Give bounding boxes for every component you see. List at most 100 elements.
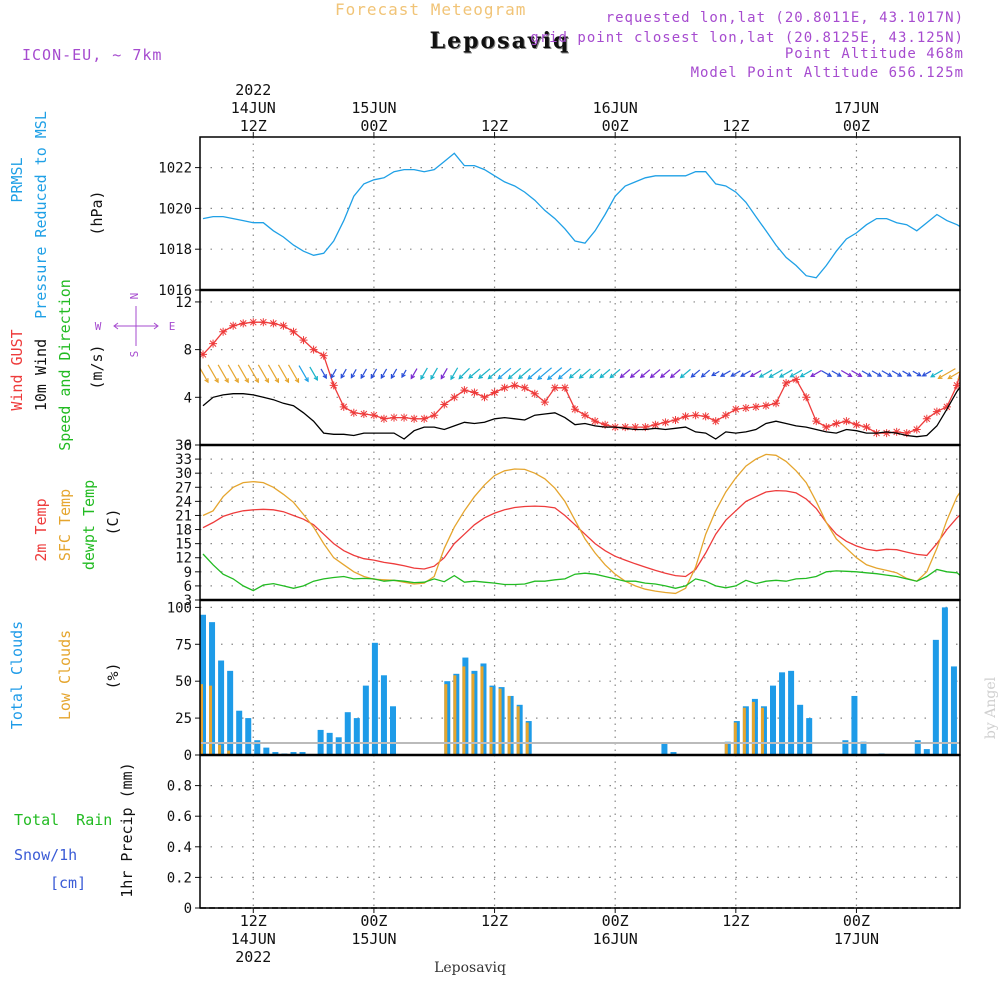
wind-arrow-head xyxy=(380,373,386,380)
total-cloud-bar xyxy=(254,740,261,755)
wind-arrow-head xyxy=(768,373,774,378)
time-label-top: 00Z xyxy=(843,117,870,135)
gust-marker xyxy=(671,415,680,424)
gust-marker xyxy=(420,414,429,423)
y-tick-label: 0 xyxy=(184,901,192,917)
wind-arrow xyxy=(861,370,872,377)
total-cloud-bar xyxy=(842,740,849,755)
total-cloud-bar xyxy=(932,639,939,755)
wind-arrow-head xyxy=(968,375,972,378)
wind-arrow-head xyxy=(330,373,335,379)
time-label-top: 12Z xyxy=(481,117,508,135)
wind-arrow-head xyxy=(836,372,842,377)
low-cloud-bar xyxy=(760,707,764,755)
cloud-label-low: Low Clouds xyxy=(56,630,74,720)
gust-marker xyxy=(912,425,921,434)
gust-marker xyxy=(500,383,509,392)
wind-arrow xyxy=(720,370,731,377)
gust-marker xyxy=(560,383,569,392)
wind-arrow-head xyxy=(313,375,318,382)
gust-marker xyxy=(792,375,801,384)
wind-arrow-head xyxy=(700,372,706,378)
series-clouds xyxy=(200,607,960,755)
gust-marker xyxy=(200,350,208,359)
wind-arrow xyxy=(410,368,418,379)
series-pressure xyxy=(202,152,960,279)
gust-marker xyxy=(319,351,328,360)
gust-marker xyxy=(621,423,630,432)
wind-arrow-head xyxy=(537,375,543,380)
pressure-label-prmsl: PRMSL xyxy=(8,157,26,202)
total-cloud-bar xyxy=(344,712,351,755)
gust-marker xyxy=(259,318,268,327)
panel-precip: 0 0.2 0.4 0.6 0.8 xyxy=(167,754,961,917)
low-cloud-bar xyxy=(498,688,502,755)
gust-marker xyxy=(782,379,791,387)
time-label-bottom: 00Z xyxy=(843,912,870,930)
wind-arrow xyxy=(650,369,661,378)
low-cloud-bar xyxy=(742,707,746,755)
y-tick-label: 6 xyxy=(184,579,192,595)
time-label-bottom: 00Z xyxy=(602,912,629,930)
y-tick-label: 8 xyxy=(184,343,192,359)
total-cloud-bar xyxy=(779,672,786,755)
wind-arrow xyxy=(630,369,641,378)
total-cloud-bar xyxy=(272,752,279,755)
wind-arrow-head xyxy=(234,378,239,384)
wind-arrow xyxy=(948,371,960,379)
low-cloud-bar xyxy=(489,687,493,755)
total-cloud-bar xyxy=(263,747,270,755)
time-label-bottom: 16JUN xyxy=(593,930,638,948)
gust-marker xyxy=(661,418,670,427)
gust-marker xyxy=(902,429,911,438)
gust-marker xyxy=(309,345,318,354)
line-10m-wind xyxy=(202,386,960,440)
wind-label-gust: Wind GUST xyxy=(8,329,26,410)
chart-subtitle: Forecast Meteogram xyxy=(335,0,527,19)
time-label-bottom: 17JUN xyxy=(834,930,879,948)
gust-marker xyxy=(239,319,248,328)
precip-label-rain: Total Rain xyxy=(14,811,112,829)
series-temperature xyxy=(202,453,960,595)
wind-arrow xyxy=(769,369,783,378)
gust-marker xyxy=(209,339,218,348)
wind-arrow-head xyxy=(468,374,474,379)
gust-marker xyxy=(993,294,1000,302)
y-tick-label: 12 xyxy=(175,295,192,311)
line-2m-temp xyxy=(202,489,960,578)
wind-arrow xyxy=(759,369,773,378)
wind-arrow xyxy=(779,369,793,378)
total-cloud-bar xyxy=(390,706,396,755)
wind-arrow-head xyxy=(669,373,675,379)
y-tick-label: 18 xyxy=(175,523,192,539)
total-cloud-bar xyxy=(851,695,858,755)
compass-e: E xyxy=(169,320,176,333)
wind-arrow xyxy=(881,370,892,377)
wind-arrow-head xyxy=(711,371,717,377)
gust-marker xyxy=(721,411,730,420)
wind-arrow xyxy=(430,367,438,380)
line-dewpt-temp xyxy=(202,553,960,592)
y-tick-label: 15 xyxy=(175,537,192,553)
temp-label-sfc: SFC Temp xyxy=(56,489,74,561)
wind-arrow-head xyxy=(390,373,396,380)
wind-arrow-head xyxy=(497,374,503,380)
gust-marker xyxy=(520,383,529,392)
total-cloud-bar xyxy=(353,718,360,755)
y-tick-label: 21 xyxy=(175,508,192,524)
y-tick-label: 75 xyxy=(175,637,192,653)
wind-arrow xyxy=(958,376,960,379)
wind-arrow xyxy=(569,368,581,379)
wind-arrow xyxy=(750,369,762,377)
gust-marker xyxy=(279,321,288,330)
wind-arrow-head xyxy=(857,372,863,377)
wind-arrow xyxy=(711,370,720,377)
wind-arrow-head xyxy=(360,373,365,380)
time-label-bottom: 2022 xyxy=(235,948,271,966)
wind-arrow xyxy=(330,368,337,379)
wind-arrow xyxy=(207,364,219,383)
y-tick-label: 12 xyxy=(175,551,192,567)
gust-marker xyxy=(349,408,358,417)
gust-marker xyxy=(651,420,660,429)
